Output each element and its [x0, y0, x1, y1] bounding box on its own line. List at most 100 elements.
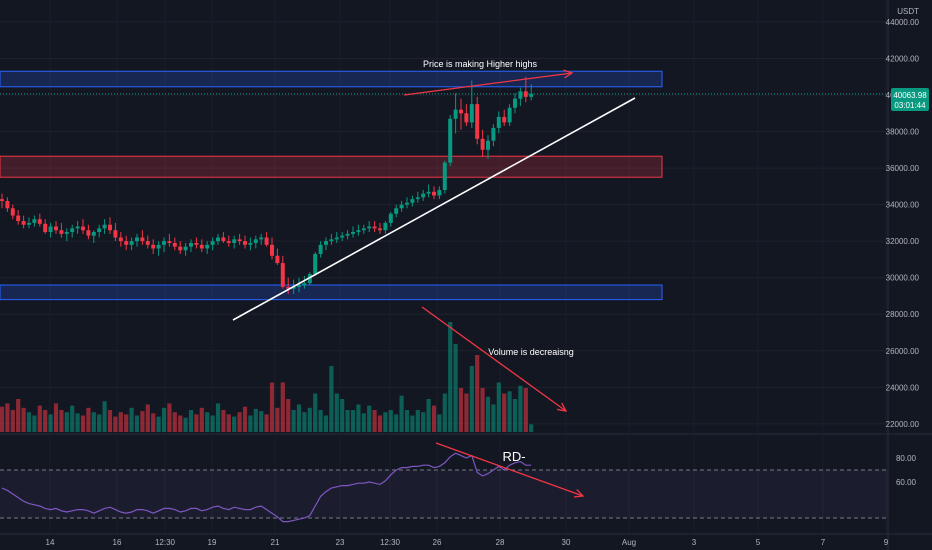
candle-body	[118, 237, 123, 242]
candle-body	[426, 191, 431, 194]
candle-body	[194, 242, 199, 245]
candle-body	[183, 246, 188, 251]
volume-bar	[496, 382, 501, 432]
candle-body	[81, 226, 85, 231]
candle-body	[172, 242, 177, 247]
volume-bar	[286, 399, 291, 432]
drawings	[0, 69, 888, 498]
candle-body	[91, 232, 96, 236]
candle-body	[86, 230, 91, 236]
candle-body	[318, 244, 323, 254]
volume-bar	[296, 404, 302, 432]
time-tick-label: 7	[821, 538, 826, 547]
last-price-tag: 40063.98 03:01:44	[891, 88, 929, 111]
volume-bar	[172, 412, 177, 432]
volume-bar	[124, 414, 129, 432]
volume-bar	[291, 410, 296, 432]
volume-bar	[102, 401, 107, 432]
candle-body	[156, 244, 161, 249]
time-tick-label: 21	[271, 538, 280, 547]
price-tick-label: 30000.00	[886, 274, 920, 283]
candle-body	[345, 233, 350, 236]
candle-body	[129, 241, 134, 245]
candle-body	[442, 162, 447, 191]
volume-bar	[53, 403, 59, 432]
candle-body	[480, 138, 485, 150]
volume-bar	[32, 415, 37, 432]
volume-bar	[507, 391, 512, 432]
volume-bar	[345, 410, 350, 432]
candle-body	[448, 118, 453, 163]
price-tick-label: 26000.00	[886, 347, 920, 356]
annotations: Price is making Higher highs Volume is d…	[423, 59, 574, 464]
volume-bar	[431, 405, 437, 432]
volume-bar	[0, 406, 5, 432]
arrow-rsi-divergence	[435, 442, 584, 497]
last-price-value: 40063.98	[893, 91, 927, 100]
candle-body	[243, 241, 247, 245]
volume-bar	[91, 412, 96, 432]
volume-bar	[529, 424, 534, 432]
volume-bar	[475, 355, 480, 432]
volume-bar	[269, 382, 275, 432]
volume-bar	[264, 414, 269, 432]
candle-body	[372, 226, 377, 229]
price-tick-label: 36000.00	[886, 164, 920, 173]
volume-bar	[259, 411, 264, 432]
volume-bar	[75, 413, 80, 432]
volume-bar	[415, 410, 420, 432]
candle-body	[421, 193, 426, 198]
candle-body	[280, 263, 285, 287]
candle-body	[486, 140, 490, 150]
candle-body	[64, 232, 69, 234]
candle-body	[270, 244, 274, 256]
candle-body	[10, 208, 15, 216]
volume-bar	[226, 414, 231, 432]
annotation-volume-decreasing: Volume is decreaisng	[488, 347, 574, 357]
volume-bar	[167, 403, 172, 432]
volume-bar	[194, 414, 199, 432]
time-tick-label: 3	[692, 538, 697, 547]
candle-body	[275, 255, 280, 264]
candle-body	[216, 237, 220, 242]
candle-body	[378, 228, 382, 231]
volume-bar	[232, 416, 237, 432]
candle-body	[16, 215, 21, 222]
candle-body	[0, 199, 4, 201]
volume-bar	[151, 413, 156, 432]
candle-body	[437, 190, 442, 196]
candle-body	[59, 230, 64, 234]
candle-body	[167, 241, 172, 243]
candle-body	[205, 244, 210, 249]
volume-bar	[5, 403, 10, 432]
price-tick-label: 44000.00	[886, 18, 920, 27]
volume-bar	[210, 415, 215, 432]
zone-support	[0, 284, 663, 301]
volume-bar	[383, 412, 388, 432]
annotation-rsi-divergence: RD-	[502, 449, 525, 464]
volume-bar	[248, 415, 253, 432]
volume-bar	[48, 414, 53, 432]
volume-bar	[140, 411, 145, 432]
rsi-band	[0, 469, 888, 519]
zones	[0, 70, 663, 301]
time-axis[interactable]: 14 16 12:30 19 21 23 12:30 26 28 30 Aug 3 5 7 9	[0, 533, 932, 547]
price-tick-label: 34000.00	[886, 201, 920, 210]
rsi-path	[1, 452, 532, 523]
candle-body	[334, 237, 339, 240]
time-tick-label: 16	[113, 538, 122, 547]
volume-bar	[21, 407, 26, 432]
volume-bar	[302, 412, 307, 432]
volume-bar	[464, 393, 469, 432]
time-tick-label: 30	[562, 538, 571, 547]
volume-bar	[183, 417, 188, 432]
price-tick-label: 42000.00	[886, 54, 920, 63]
volume-bar	[458, 388, 464, 432]
candle-body	[5, 200, 10, 209]
time-tick-label: 26	[433, 538, 442, 547]
candle-body	[459, 109, 463, 114]
candle-body	[513, 98, 517, 108]
volume-bar	[421, 412, 426, 432]
volume-bar	[329, 366, 334, 432]
